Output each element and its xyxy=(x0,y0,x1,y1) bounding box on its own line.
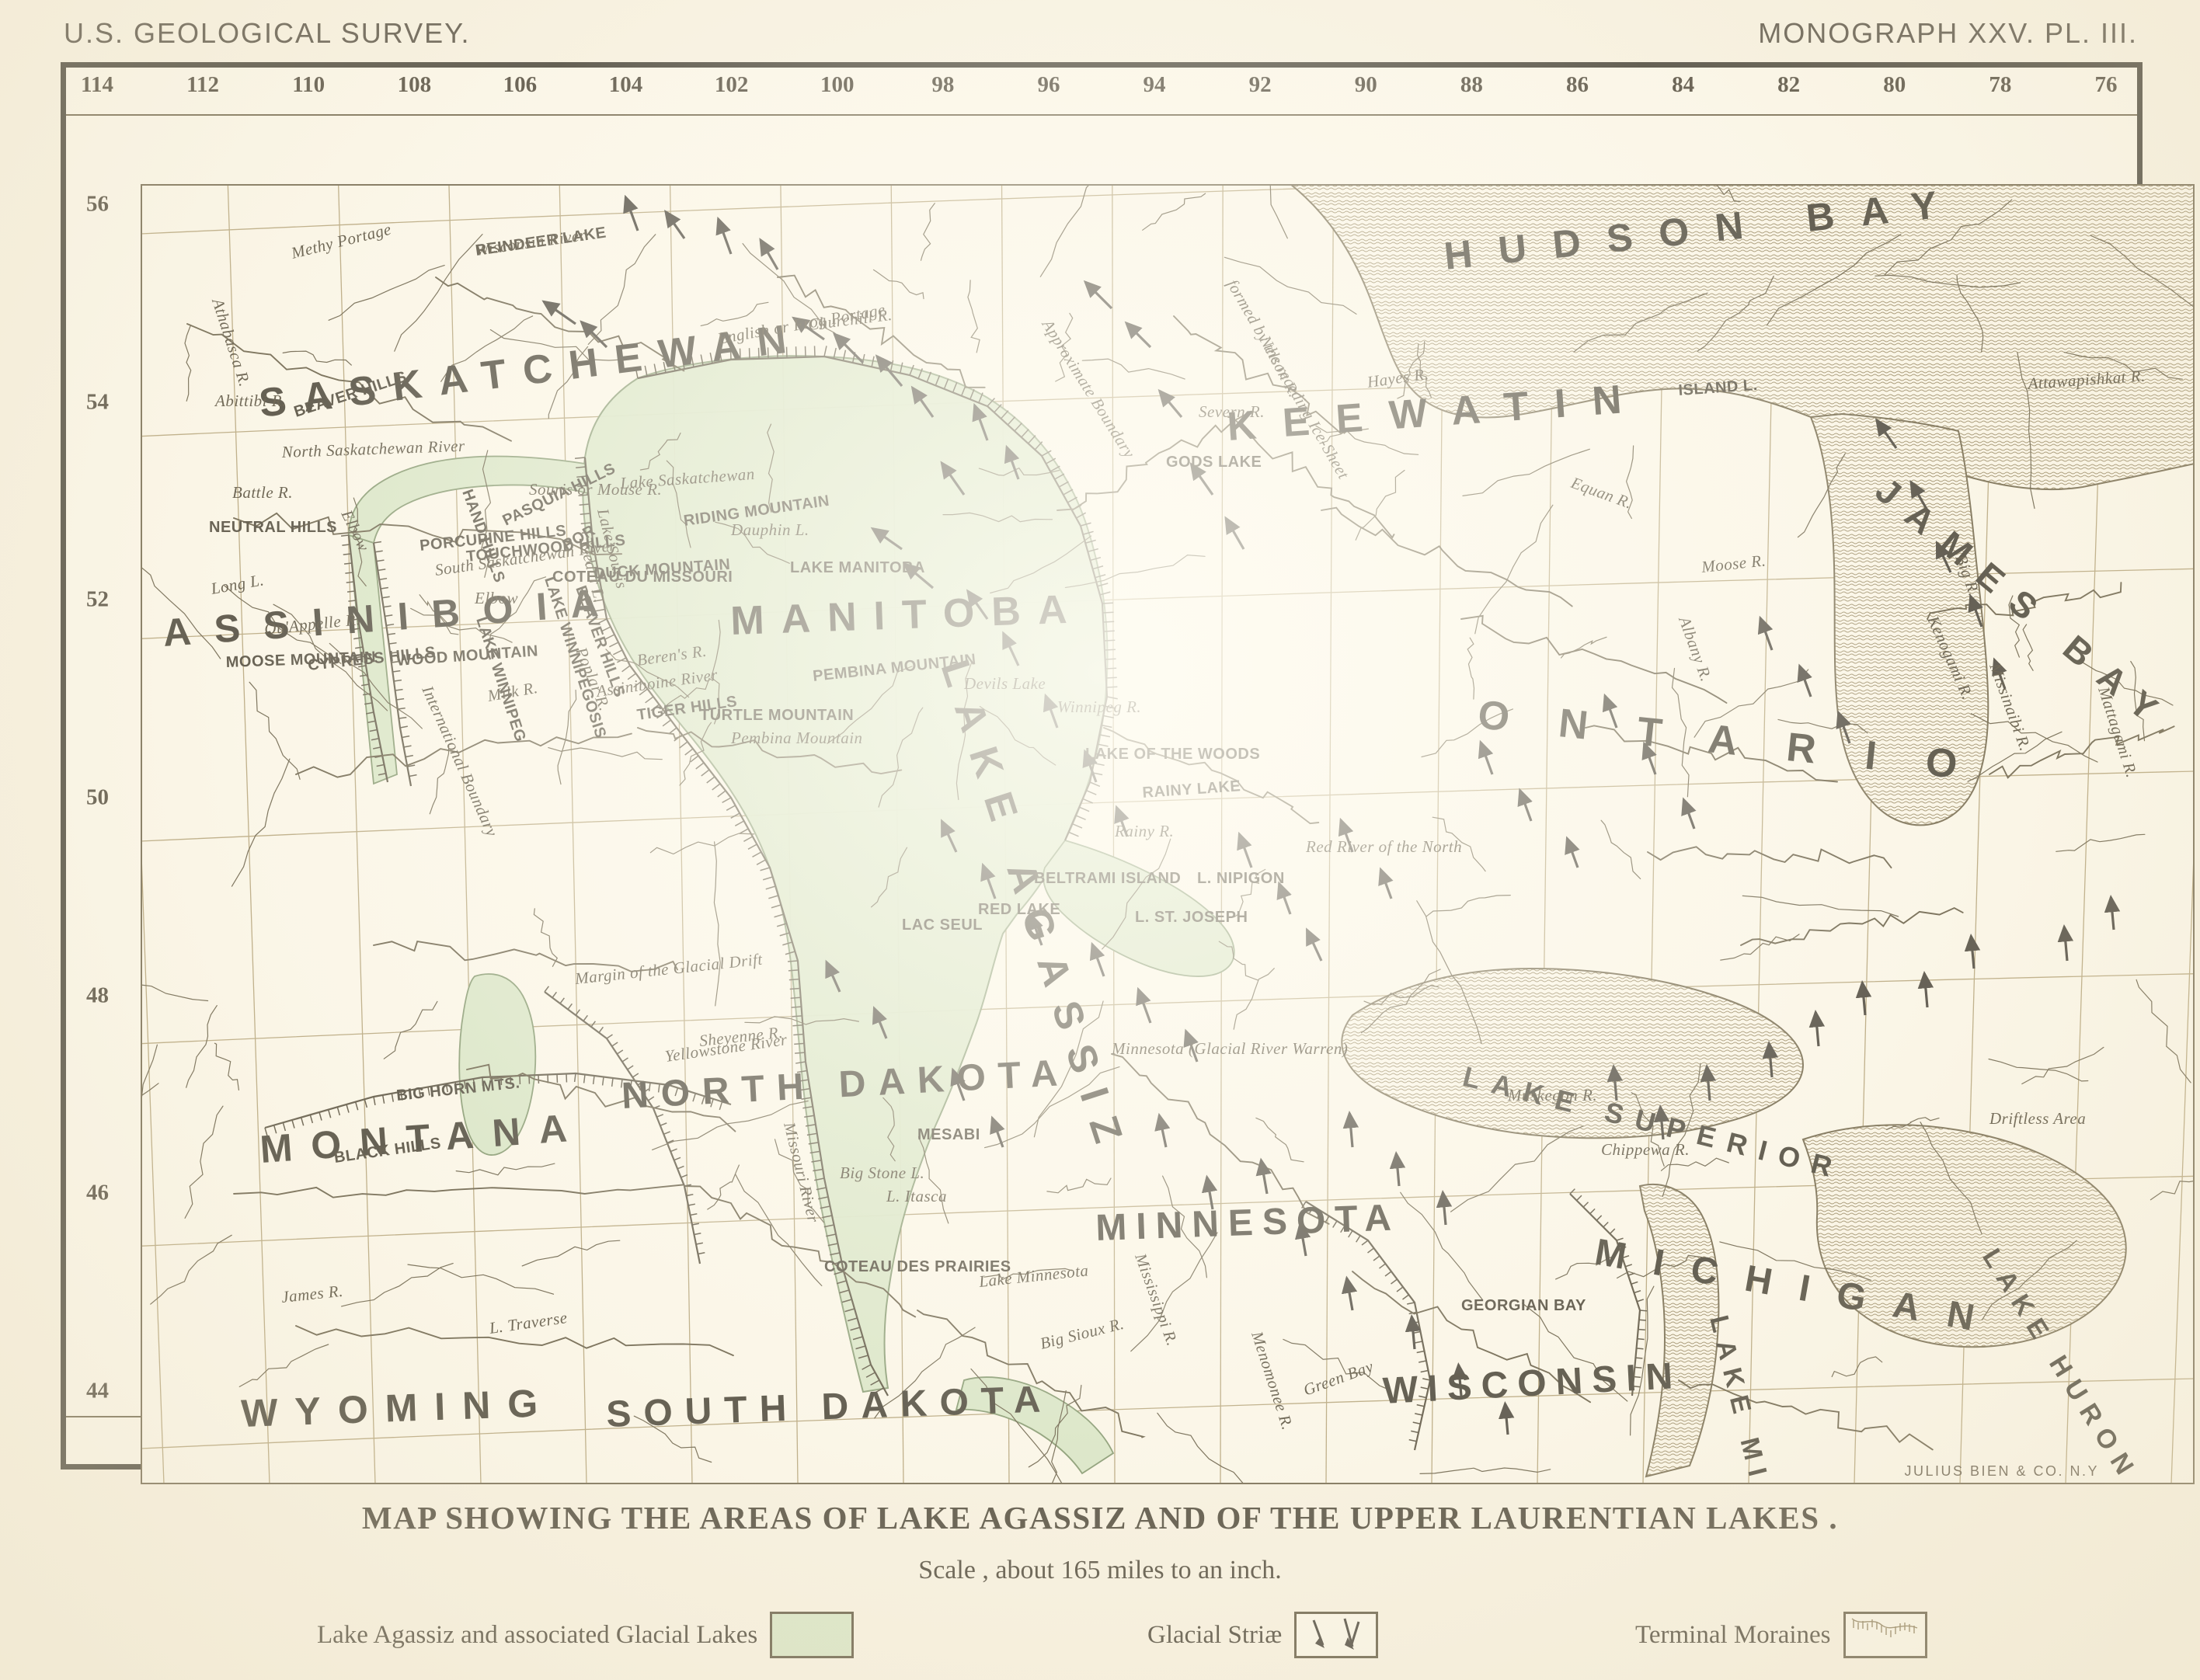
map-label: BELTRAMI ISLAND xyxy=(1034,870,1181,887)
longitude-scale-top: 114 112 110 108 106 104 102 100 98 96 94 92 90 88 86 84… xyxy=(66,68,2137,116)
map-label: GODS LAKE xyxy=(1166,454,1262,471)
longitude-tick-112: 112 xyxy=(186,72,220,97)
map-label: Devils Lake xyxy=(963,674,1046,693)
longitude-tick-108: 108 xyxy=(397,72,432,97)
longitude-tick-110: 110 xyxy=(292,72,325,97)
map-label: Souris or Mouse R. xyxy=(529,480,662,499)
longitude-tick-94: 94 xyxy=(1143,72,1166,97)
longitude-tick-106: 106 xyxy=(503,72,538,97)
longitude-tick-80: 80 xyxy=(1883,72,1906,97)
legend-item-glacial-striae: Glacial Striæ xyxy=(1147,1612,1379,1658)
longitude-tick-100: 100 xyxy=(820,72,855,97)
latitude-tick-left-52: 52 xyxy=(86,586,109,612)
map-label: Winnipeg R. xyxy=(1057,697,1141,716)
map-canvas[interactable]: SASKATCHEWAN ASSINIBOIA MANITOBA KEEWATIN ON… xyxy=(141,184,2195,1484)
latitude-tick-left-44: 44 xyxy=(86,1378,109,1403)
map-label: Battle R. xyxy=(232,483,293,502)
latitude-tick-left-50: 50 xyxy=(86,784,109,810)
map-label: NEUTRAL HILLS xyxy=(209,519,337,536)
map-label: LAKE MANITOBA xyxy=(790,559,925,576)
map-label: COTEAU DES PRAIRIES xyxy=(824,1258,1011,1275)
longitude-tick-90: 90 xyxy=(1354,72,1377,97)
legend-item-terminal-moraines: Terminal Moraines xyxy=(1635,1612,1927,1658)
map-label: MESABI xyxy=(917,1126,980,1143)
plate-caption: MAP SHOWING THE AREAS OF LAKE AGASSIZ AN… xyxy=(361,1500,1839,1536)
longitude-tick-88: 88 xyxy=(1460,72,1483,97)
plate-header: U.S. GEOLOGICAL SURVEY. MONOGRAPH XXV. P… xyxy=(0,0,2200,67)
map-legend: Lake Agassiz and associated Glacial Lake… xyxy=(0,1612,2200,1666)
map-label: RED LAKE xyxy=(978,901,1060,918)
map-label: LAC SEUL xyxy=(902,917,983,934)
map-label: L. NIPIGON xyxy=(1197,870,1285,887)
latitude-tick-left-56: 56 xyxy=(86,191,109,217)
map-label: Pembina Mountain xyxy=(730,729,863,747)
latitude-tick-left-54: 54 xyxy=(86,389,109,415)
legend-label-lake-agassiz: Lake Agassiz and associated Glacial Lake… xyxy=(317,1620,758,1649)
longitude-tick-92: 92 xyxy=(1248,72,1272,97)
legend-item-lake-agassiz: Lake Agassiz and associated Glacial Lake… xyxy=(317,1612,855,1658)
legend-label-terminal-moraines: Terminal Moraines xyxy=(1635,1620,1831,1649)
longitude-tick-76: 76 xyxy=(2094,72,2118,97)
map-label: LAKE OF THE WOODS xyxy=(1085,746,1260,763)
moraine-swatch-icon xyxy=(1843,1612,1927,1658)
longitude-tick-114: 114 xyxy=(81,72,113,97)
map-label: L. Itasca xyxy=(886,1187,947,1205)
map-label: Muskegon R. xyxy=(1507,1086,1597,1104)
map-label: Elbow xyxy=(474,589,518,607)
longitude-tick-98: 98 xyxy=(931,72,955,97)
longitude-tick-86: 86 xyxy=(1565,72,1589,97)
map-label: Driftless Area xyxy=(1989,1109,2086,1128)
longitude-tick-104: 104 xyxy=(608,72,643,97)
printer-credit: JULIUS BIEN & CO. N.Y xyxy=(1904,1463,2099,1479)
map-label: Dauphin L. xyxy=(730,520,809,539)
arrow-swatch-icon xyxy=(1294,1612,1379,1658)
scale-note: Scale , about 165 miles to an inch. xyxy=(918,1556,1282,1584)
survey-agency-label: U.S. GEOLOGICAL SURVEY. xyxy=(64,17,471,49)
longitude-tick-96: 96 xyxy=(1037,72,1060,97)
map-label: Abittibi R. xyxy=(214,391,287,410)
map-label: Minnesota (Glacial River Warren) xyxy=(1111,1039,1348,1058)
longitude-tick-102: 102 xyxy=(714,72,749,97)
longitude-tick-82: 82 xyxy=(1777,72,1801,97)
map-label: Big Stone L. xyxy=(840,1163,924,1182)
map-label: Rainy R. xyxy=(1114,822,1174,840)
longitude-tick-78: 78 xyxy=(1989,72,2012,97)
monograph-plate-label: MONOGRAPH XXV. PL. III. xyxy=(1758,17,2138,49)
map-label: TURTLE MOUNTAIN xyxy=(700,707,854,724)
map-frame: 114 112 110 108 106 104 102 100 98 96 94 92 90 88 86 84… xyxy=(61,62,2195,1484)
green-swatch-icon xyxy=(770,1612,855,1658)
legend-label-glacial-striae: Glacial Striæ xyxy=(1147,1620,1283,1649)
map-label: Chippewa R. xyxy=(1601,1140,1690,1159)
map-label: Red River of the North xyxy=(1305,837,1462,856)
latitude-tick-left-48: 48 xyxy=(86,983,109,1008)
map-label: GEORGIAN BAY xyxy=(1461,1297,1586,1314)
longitude-tick-84: 84 xyxy=(1672,72,1695,97)
map-label: L. ST. JOSEPH xyxy=(1135,909,1248,926)
latitude-tick-left-46: 46 xyxy=(86,1180,109,1205)
map-label: Severn R. xyxy=(1199,402,1265,421)
